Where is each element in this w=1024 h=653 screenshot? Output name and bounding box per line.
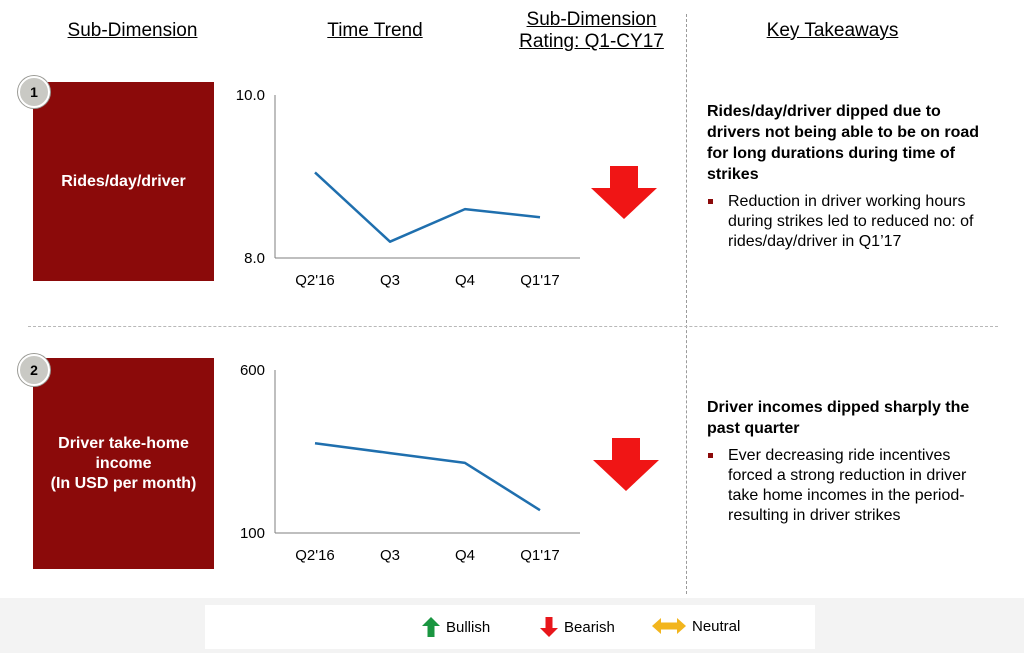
row2-takeaway-bullet: Ever decreasing ride incentives forced a… [707,446,992,526]
series-line [314,442,541,512]
row1-bearish-arrow-icon [591,166,657,219]
arrow-down-icon [540,617,558,637]
row2-sub-dimension-box: Driver take-home income (In USD per mont… [33,358,214,569]
legend-item-bullish: Bullish [422,617,490,637]
x-tick-label: Q4 [455,547,475,564]
y-tick-label: 8.0 [244,250,265,267]
legend-item-neutral: Neutral [652,617,740,635]
row1-sub-dimension-box: Rides/day/driver [33,82,214,281]
bullet-marker-icon [708,453,713,458]
y-tick-label: 100 [240,525,265,542]
row2-trend-chart: 600 100 Q2'16 Q3 Q4 Q1'17 [240,362,580,564]
arrow-left-right-icon [652,618,686,634]
header-time-trend: Time Trend [327,20,423,41]
x-tick-label: Q2'16 [295,272,335,289]
header-rating: Sub-Dimension Rating: Q1-CY17 [500,9,683,53]
bullet-marker-icon [708,199,713,204]
row1-label: Rides/day/driver [61,172,186,190]
header-rating-line1: Sub-Dimension [526,9,657,30]
x-tick-label: Q3 [380,272,400,289]
row2-label: Driver take-home income (In USD per mont… [50,434,197,492]
arrow-up-icon [422,617,440,637]
legend-item-bearish: Bearish [540,617,615,637]
header-key-takeaways: Key Takeaways [766,20,899,41]
row1-takeaway-title: Rides/day/driver dipped due to drivers n… [707,103,980,183]
x-tick-label: Q1'17 [520,547,560,564]
row1-number-badge: 1 [18,76,50,108]
vertical-divider [686,14,687,594]
y-tick-label: 10.0 [236,87,265,104]
row1-trend-chart: 10.0 8.0 Q2'16 Q3 Q4 Q1'17 [236,87,580,289]
header-rating-line2: Rating: Q1-CY17 [519,31,664,52]
x-tick-label: Q2'16 [295,547,335,564]
series-line [314,171,541,243]
legend-label-bearish: Bearish [564,618,615,636]
legend-label-neutral: Neutral [692,617,741,635]
header-sub-dimension: Sub-Dimension [67,20,198,41]
y-tick-label: 600 [240,362,265,379]
row1-takeaway-bullet: Reduction in driver working hours during… [707,192,992,252]
row1-takeaway-bullet-text: Reduction in driver working hours during… [728,193,974,250]
row2-takeaway-bullet-text: Ever decreasing ride incentives forced a… [728,447,967,524]
row2-bearish-arrow-icon [593,438,659,491]
x-tick-label: Q1'17 [520,272,560,289]
row2-takeaway-title: Driver incomes dipped sharply the past q… [707,399,970,437]
legend [205,605,815,649]
x-tick-label: Q3 [380,547,400,564]
horizontal-divider [28,326,998,327]
x-tick-label: Q4 [455,272,475,289]
legend-label-bullish: Bullish [446,618,491,636]
row2-number-badge: 2 [18,354,50,386]
